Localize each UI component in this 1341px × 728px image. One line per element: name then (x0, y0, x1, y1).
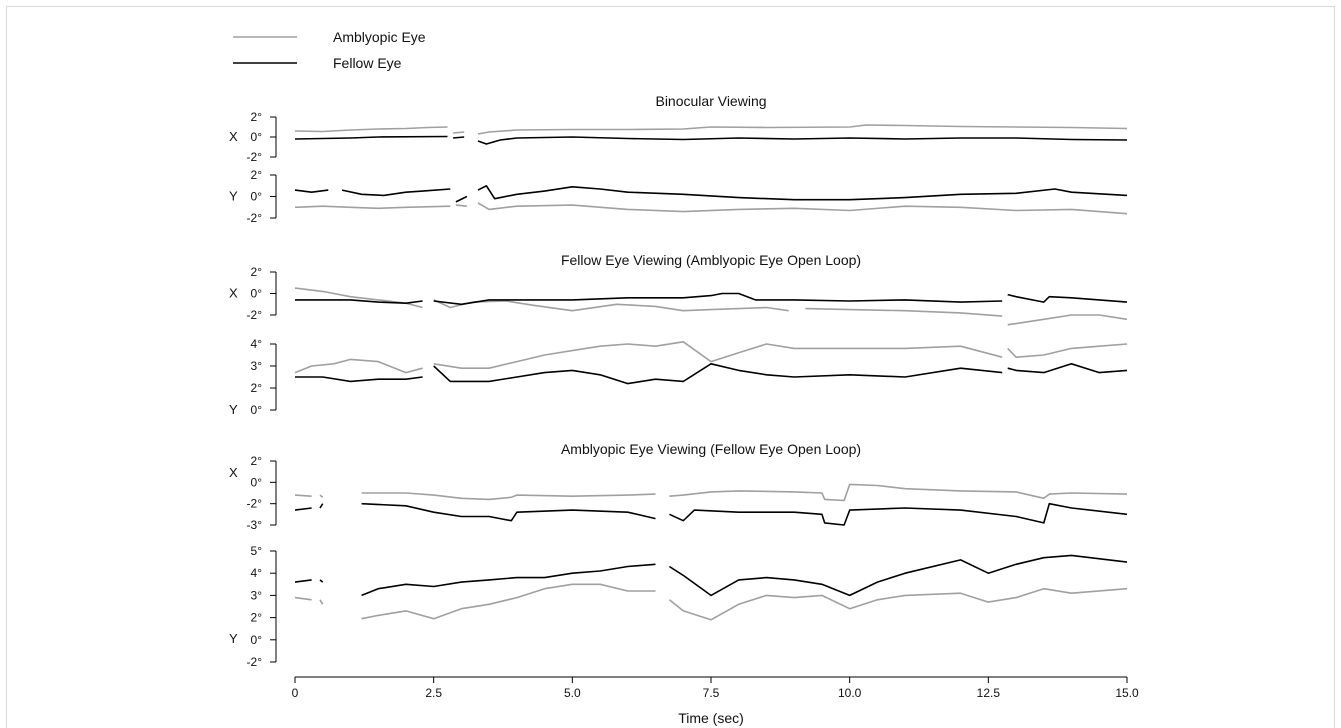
x-tick-label: 12.5 (977, 686, 1001, 700)
x-tick-label: 2.5 (425, 686, 442, 700)
y-tick-label: 0° (251, 403, 263, 417)
trace-fellow-eye-p1-x-seg3 (477, 136, 1128, 145)
trace-amblyopic-eye-p3-y-seg2 (319, 599, 324, 605)
trace-amblyopic-eye-p2-y-seg2 (433, 340, 1003, 370)
trace-amblyopic-eye-p3-y-seg4 (668, 587, 1128, 621)
trace-fellow-eye-p2-y-seg2 (433, 362, 1003, 385)
trace-fellow-eye-p2-y-seg1 (295, 376, 423, 383)
trace-fellow-eye-p1-y-seg1 (294, 189, 329, 193)
y-tick-label: -3° (247, 518, 263, 532)
trace-amblyopic-eye-p2-x-seg3 (805, 307, 1003, 317)
trace-amblyopic-eye-p1-x-seg2 (453, 131, 465, 134)
panel-title-3: Amblyopic Eye Viewing (Fellow Eye Open L… (561, 441, 861, 457)
trace-fellow-eye-p3-x-seg3 (361, 502, 656, 522)
channel-label-x: X (229, 129, 238, 144)
y-tick-label: 0° (251, 475, 263, 489)
trace-fellow-eye-p2-x-seg1 (295, 299, 423, 305)
trace-fellow-eye-p1-y-seg4 (477, 185, 1128, 201)
y-tick-label: 2° (251, 110, 263, 124)
channel-label-x: X (229, 286, 238, 301)
trace-fellow-eye-p3-y-seg4 (668, 554, 1128, 597)
y-tick-label: 2° (251, 265, 263, 279)
legend-label-1: Amblyopic Eye (333, 29, 426, 45)
trace-fellow-eye-p3-x-seg2 (319, 503, 324, 509)
trace-amblyopic-eye-p1-y-seg2 (455, 204, 467, 207)
channel-label-y: Y (229, 402, 238, 417)
trace-fellow-eye-p3-x-seg4 (669, 502, 1128, 526)
trace-amblyopic-eye-p1-x-seg1 (294, 126, 448, 133)
trace-amblyopic-eye-p3-x-seg4 (669, 483, 1128, 502)
trace-fellow-eye-p3-x-seg1 (294, 507, 312, 511)
y-tick-label: -2° (247, 211, 263, 225)
x-tick-label: 5.0 (564, 686, 581, 700)
panel-title-2: Fellow Eye Viewing (Amblyopic Eye Open L… (561, 252, 861, 268)
trace-amblyopic-eye-p3-x-seg2 (319, 494, 324, 498)
panel-title-1: Binocular Viewing (655, 93, 766, 109)
figure-frame (6, 6, 1335, 728)
y-tick-label: -2° (247, 655, 263, 669)
legend-label-2: Fellow Eye (333, 55, 402, 71)
trace-fellow-eye-p2-x-seg2 (433, 292, 1003, 306)
trace-amblyopic-eye-p3-y-seg3 (361, 583, 656, 620)
y-tick-label: 4° (251, 566, 263, 580)
y-tick-label: 2° (251, 381, 263, 395)
channel-label-y: Y (229, 189, 238, 204)
trace-fellow-eye-p1-y-seg3 (455, 195, 468, 203)
trace-fellow-eye-p2-y-seg3 (1007, 362, 1128, 374)
x-tick-label: 0 (292, 686, 299, 700)
trace-amblyopic-eye-p3-x-seg1 (294, 494, 312, 497)
trace-fellow-eye-p1-x-seg1 (294, 135, 448, 140)
y-tick-label: 2° (251, 168, 263, 182)
trace-fellow-eye-p3-y-seg3 (361, 563, 656, 597)
trace-amblyopic-eye-p2-x-seg2 (433, 299, 789, 312)
trace-amblyopic-eye-p2-x-seg1 (294, 287, 423, 309)
trace-amblyopic-eye-p1-y-seg3 (477, 202, 1128, 215)
trace-amblyopic-eye-p1-y-seg1 (294, 205, 451, 210)
y-tick-label: 0° (251, 190, 263, 204)
y-tick-label: -2° (247, 150, 263, 164)
y-tick-label: 0° (251, 130, 263, 144)
x-axis-label: Time (sec) (678, 710, 744, 726)
trace-amblyopic-eye-p3-x-seg3 (361, 492, 656, 501)
trace-fellow-eye-p1-x-seg2 (453, 136, 465, 139)
y-tick-label: 5° (251, 544, 263, 558)
trace-fellow-eye-p3-y-seg2 (319, 579, 324, 583)
x-tick-label: 7.5 (703, 686, 720, 700)
channel-label-x: X (229, 465, 238, 480)
y-tick-label: 2° (251, 454, 263, 468)
y-tick-label: 3° (251, 359, 263, 373)
channel-label-y: Y (229, 631, 238, 646)
y-tick-label: -2° (247, 308, 263, 322)
y-tick-label: 2° (251, 611, 263, 625)
trace-amblyopic-eye-p2-x-seg4 (1007, 314, 1128, 326)
trace-fellow-eye-p3-y-seg1 (294, 579, 312, 583)
trace-amblyopic-eye-p2-y-seg1 (294, 358, 423, 374)
x-tick-label: 15.0 (1115, 686, 1139, 700)
trace-amblyopic-eye-p3-y-seg1 (294, 596, 312, 601)
trace-amblyopic-eye-p2-y-seg3 (1007, 343, 1128, 359)
y-tick-label: -2° (247, 497, 263, 511)
trace-amblyopic-eye-p1-x-seg3 (477, 124, 1128, 135)
y-tick-label: 0° (251, 633, 263, 647)
trace-fellow-eye-p2-x-seg3 (1007, 293, 1128, 303)
y-tick-label: 4° (251, 337, 263, 351)
trace-fellow-eye-p1-y-seg2 (341, 188, 451, 197)
y-tick-label: 3° (251, 588, 263, 602)
x-tick-label: 10.0 (838, 686, 862, 700)
y-tick-label: 0° (251, 287, 263, 301)
